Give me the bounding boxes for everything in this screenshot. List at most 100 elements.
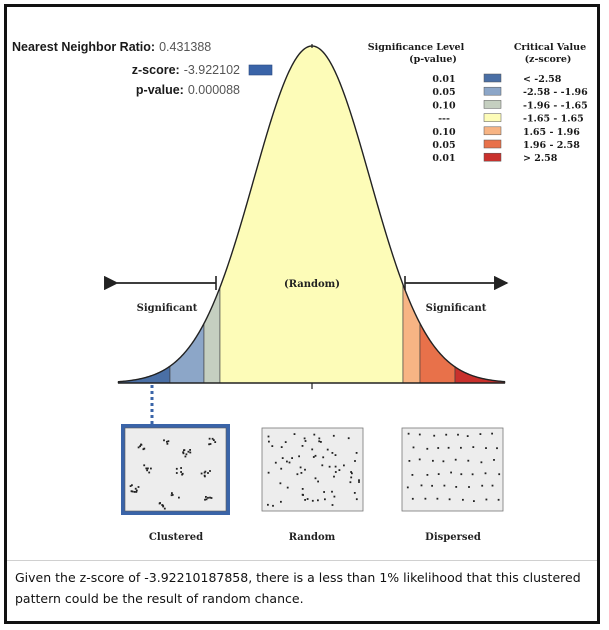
legend-swatch	[483, 100, 502, 109]
point-random	[349, 481, 352, 484]
point-dispersed	[418, 458, 421, 461]
legend-z-range: -1.65 - 1.65	[523, 114, 584, 125]
legend-swatch	[483, 73, 502, 83]
point-random	[301, 488, 304, 490]
clustered-points	[129, 437, 217, 510]
point-clustered	[205, 498, 208, 501]
point-dispersed	[442, 460, 445, 463]
point-clustered	[175, 472, 178, 474]
point-random	[320, 441, 322, 443]
stats-block: Nearest Neighbor Ratio: 0.431388 z-score:…	[12, 40, 273, 97]
point-clustered	[135, 491, 138, 493]
point-dispersed	[460, 446, 462, 449]
point-random	[312, 456, 315, 458]
point-dispersed	[473, 500, 475, 502]
point-random	[267, 471, 270, 474]
legend-sig-header: Significance Level	[368, 42, 465, 53]
point-dispersed	[420, 484, 423, 487]
point-random	[281, 457, 284, 459]
point-clustered	[205, 496, 207, 498]
point-clustered	[207, 496, 209, 499]
point-clustered	[130, 490, 133, 493]
point-dispersed	[479, 433, 482, 435]
point-random	[306, 498, 309, 500]
point-dispersed	[418, 433, 421, 436]
point-clustered	[180, 471, 182, 473]
point-clustered	[167, 440, 170, 443]
point-random	[324, 498, 326, 501]
point-random	[286, 460, 288, 463]
point-random	[279, 482, 282, 485]
point-random	[300, 472, 303, 474]
random-label: (Random)	[284, 279, 340, 290]
point-clustered	[187, 450, 190, 453]
point-dispersed	[406, 486, 409, 489]
point-random	[332, 434, 335, 437]
point-clustered	[129, 485, 132, 487]
point-dispersed	[443, 484, 446, 487]
point-random	[267, 435, 270, 438]
point-random	[350, 471, 352, 473]
point-dispersed	[437, 473, 440, 475]
point-random	[343, 464, 345, 467]
point-dispersed	[480, 461, 483, 464]
point-clustered	[161, 504, 164, 506]
point-random	[317, 499, 319, 502]
point-dispersed	[460, 473, 463, 476]
point-random	[333, 495, 336, 498]
point-random	[280, 500, 282, 503]
point-clustered	[189, 451, 192, 454]
point-random	[291, 457, 293, 459]
point-dispersed	[411, 474, 414, 476]
svg-text:z-score:-3.922102: z-score: -3.922102	[132, 63, 240, 77]
point-clustered	[170, 494, 173, 497]
p-value-label: p-value:	[136, 83, 184, 97]
point-random	[293, 433, 296, 435]
caption: Given the z-score of -3.92210187858, the…	[15, 570, 581, 606]
point-clustered	[137, 446, 140, 449]
legend-swatch	[483, 126, 502, 136]
random-panel	[261, 427, 364, 512]
point-dispersed	[466, 435, 469, 437]
point-clustered	[208, 437, 211, 440]
point-clustered	[183, 449, 186, 451]
point-clustered	[180, 467, 182, 469]
point-random	[334, 454, 337, 456]
point-dispersed	[426, 447, 429, 450]
point-dispersed	[431, 484, 433, 487]
point-clustered	[171, 492, 173, 494]
legend-p-value: ---	[438, 114, 450, 125]
right-significant-label: Significant	[426, 303, 487, 314]
point-dispersed	[481, 484, 484, 487]
svg-text:p-value:0.000088: p-value: 0.000088	[136, 83, 240, 97]
point-random	[313, 433, 316, 436]
point-dispersed	[485, 447, 487, 449]
point-clustered	[163, 439, 165, 442]
point-random	[355, 452, 358, 454]
point-dispersed	[471, 473, 474, 476]
point-random	[318, 437, 321, 440]
point-clustered	[158, 502, 161, 505]
point-clustered	[171, 494, 174, 496]
point-random	[299, 466, 302, 469]
point-clustered	[131, 490, 134, 493]
legend-swatch	[483, 139, 502, 149]
point-dispersed	[432, 459, 434, 462]
point-clustered	[143, 464, 146, 467]
point-random	[311, 499, 314, 502]
legend-p-value: 0.10	[432, 100, 456, 111]
point-random	[351, 472, 353, 475]
point-random	[304, 440, 307, 442]
point-random	[334, 471, 337, 473]
legend: Significance Level (p-value) Critical Va…	[368, 42, 588, 164]
point-clustered	[135, 489, 138, 492]
point-clustered	[204, 470, 207, 473]
point-dispersed	[462, 498, 464, 501]
point-clustered	[142, 448, 145, 451]
point-dispersed	[485, 498, 488, 501]
legend-p-value: 0.01	[432, 74, 455, 85]
point-dispersed	[424, 497, 427, 500]
legend-p-value: 0.05	[432, 87, 455, 98]
point-random	[298, 455, 300, 458]
